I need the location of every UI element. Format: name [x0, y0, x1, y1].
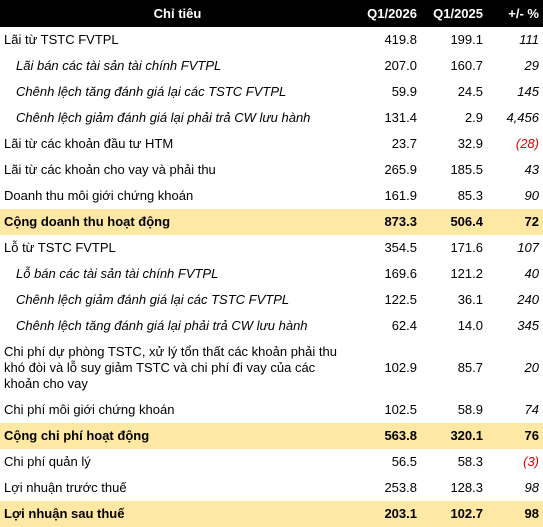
row-q1-2026: 253.8	[384, 480, 417, 495]
row-q1-2025: 2.9	[464, 110, 483, 125]
row-q1-2025: 185.5	[450, 162, 483, 177]
header-label: Chỉ tiêu	[0, 0, 355, 27]
table-row: Lợi nhuận sau thuế 203.1 102.7 98	[0, 501, 543, 527]
row-q1-2025: 199.1	[450, 32, 483, 47]
row-change: 107	[517, 240, 539, 255]
table-row: Chênh lệch giảm đánh giá lại các TSTC FV…	[0, 287, 543, 313]
row-label: Chi phí dự phòng TSTC, xử lý tổn thất cá…	[4, 344, 337, 391]
row-change: 90	[524, 188, 539, 203]
row-q1-2025: 171.6	[450, 240, 483, 255]
row-change: 240	[517, 292, 539, 307]
row-change: 98	[524, 480, 539, 495]
row-q1-2026: 169.6	[384, 266, 417, 281]
table-row: Lãi bán các tài sản tài chính FVTPL 207.…	[0, 53, 543, 79]
row-q1-2026: 102.9	[384, 360, 417, 375]
row-q1-2025: 506.4	[421, 209, 487, 235]
row-change: 40	[524, 266, 539, 281]
table-row: Cộng chi phí hoạt động 563.8 320.1 76	[0, 423, 543, 449]
row-q1-2026: 131.4	[384, 110, 417, 125]
row-change: 145	[517, 84, 539, 99]
row-change: 43	[524, 162, 539, 177]
row-label: Lỗ từ TSTC FVTPL	[4, 240, 116, 255]
table-row: Chi phí môi giới chứng khoán 102.5 58.9 …	[0, 397, 543, 423]
row-change: (3)	[523, 454, 539, 469]
row-label: Chi phí quản lý	[4, 454, 91, 469]
table-header: Chỉ tiêu Q1/2026 Q1/2025 +/- %	[0, 0, 543, 27]
table-row: Lỗ từ TSTC FVTPL 354.5 171.6 107	[0, 235, 543, 261]
row-change: 4,456	[506, 110, 539, 125]
row-q1-2026: 102.5	[384, 402, 417, 417]
table-row: Chi phí dự phòng TSTC, xử lý tổn thất cá…	[0, 339, 543, 397]
row-change: 20	[524, 360, 539, 375]
row-label: Chênh lệch tăng đánh giá lại phải trả CW…	[16, 318, 308, 333]
table-body: Lãi từ TSTC FVTPL 419.8 199.1 111 Lãi bá…	[0, 27, 543, 527]
row-q1-2026: 56.5	[391, 454, 417, 469]
row-q1-2026: 59.9	[391, 84, 417, 99]
header-change: +/- %	[487, 0, 543, 27]
row-q1-2026: 563.8	[355, 423, 421, 449]
row-q1-2025: 14.0	[457, 318, 483, 333]
row-label: Chênh lệch tăng đánh giá lại các TSTC FV…	[16, 84, 287, 99]
table-row: Lãi từ các khoản đầu tư HTM 23.7 32.9 (2…	[0, 131, 543, 157]
row-q1-2025: 58.3	[457, 454, 483, 469]
row-label: Lỗ bán các tài sản tài chính FVTPL	[16, 266, 219, 281]
row-label: Chênh lệch giảm đánh giá lại phải trả CW…	[16, 110, 311, 125]
row-change: 111	[519, 32, 539, 47]
row-q1-2025: 85.7	[457, 360, 483, 375]
row-q1-2026: 62.4	[391, 318, 417, 333]
row-change: 98	[487, 501, 543, 527]
header-q1-2025: Q1/2025	[421, 0, 487, 27]
row-label: Cộng chi phí hoạt động	[0, 423, 355, 449]
row-change: 345	[517, 318, 539, 333]
table-row: Lợi nhuận trước thuế 253.8 128.3 98	[0, 475, 543, 501]
row-change: 76	[487, 423, 543, 449]
row-label: Lãi bán các tài sản tài chính FVTPL	[16, 58, 222, 73]
row-q1-2025: 121.2	[450, 266, 483, 281]
row-q1-2026: 23.7	[391, 136, 417, 151]
table-row: Lãi từ TSTC FVTPL 419.8 199.1 111	[0, 27, 543, 53]
row-q1-2026: 203.1	[355, 501, 421, 527]
row-q1-2025: 320.1	[421, 423, 487, 449]
row-q1-2026: 354.5	[384, 240, 417, 255]
row-label: Chênh lệch giảm đánh giá lại các TSTC FV…	[16, 292, 290, 307]
header-q1-2026: Q1/2026	[355, 0, 421, 27]
table-row: Lãi từ các khoản cho vay và phải thu 265…	[0, 157, 543, 183]
row-q1-2025: 24.5	[457, 84, 483, 99]
row-label: Doanh thu môi giới chứng khoán	[4, 188, 194, 203]
row-label: Lãi từ TSTC FVTPL	[4, 32, 119, 47]
row-label: Lợi nhuận trước thuế	[4, 480, 127, 495]
row-q1-2025: 32.9	[457, 136, 483, 151]
row-q1-2026: 419.8	[384, 32, 417, 47]
row-q1-2025: 102.7	[421, 501, 487, 527]
row-q1-2026: 873.3	[355, 209, 421, 235]
header-row: Chỉ tiêu Q1/2026 Q1/2025 +/- %	[0, 0, 543, 27]
row-label: Lãi từ các khoản cho vay và phải thu	[4, 162, 216, 177]
table-row: Lỗ bán các tài sản tài chính FVTPL 169.6…	[0, 261, 543, 287]
row-q1-2025: 36.1	[457, 292, 483, 307]
row-q1-2025: 160.7	[450, 58, 483, 73]
row-label: Chi phí môi giới chứng khoán	[4, 402, 175, 417]
row-change: (28)	[515, 136, 539, 151]
row-q1-2026: 207.0	[384, 58, 417, 73]
row-q1-2025: 85.3	[457, 188, 483, 203]
row-q1-2026: 161.9	[384, 188, 417, 203]
row-label: Lãi từ các khoản đầu tư HTM	[4, 136, 174, 151]
table-row: Chênh lệch tăng đánh giá lại phải trả CW…	[0, 313, 543, 339]
row-q1-2026: 265.9	[384, 162, 417, 177]
table-row: Chênh lệch tăng đánh giá lại các TSTC FV…	[0, 79, 543, 105]
row-change: 74	[524, 402, 539, 417]
table-row: Chi phí quản lý 56.5 58.3 (3)	[0, 449, 543, 475]
table-row: Cộng doanh thu hoạt động 873.3 506.4 72	[0, 209, 543, 235]
row-q1-2025: 58.9	[457, 402, 483, 417]
row-q1-2025: 128.3	[450, 480, 483, 495]
table-row: Chênh lệch giảm đánh giá lại phải trả CW…	[0, 105, 543, 131]
table-row: Doanh thu môi giới chứng khoán 161.9 85.…	[0, 183, 543, 209]
row-label: Cộng doanh thu hoạt động	[0, 209, 355, 235]
row-label: Lợi nhuận sau thuế	[0, 501, 355, 527]
row-q1-2026: 122.5	[384, 292, 417, 307]
row-change: 72	[487, 209, 543, 235]
row-change: 29	[524, 58, 539, 73]
